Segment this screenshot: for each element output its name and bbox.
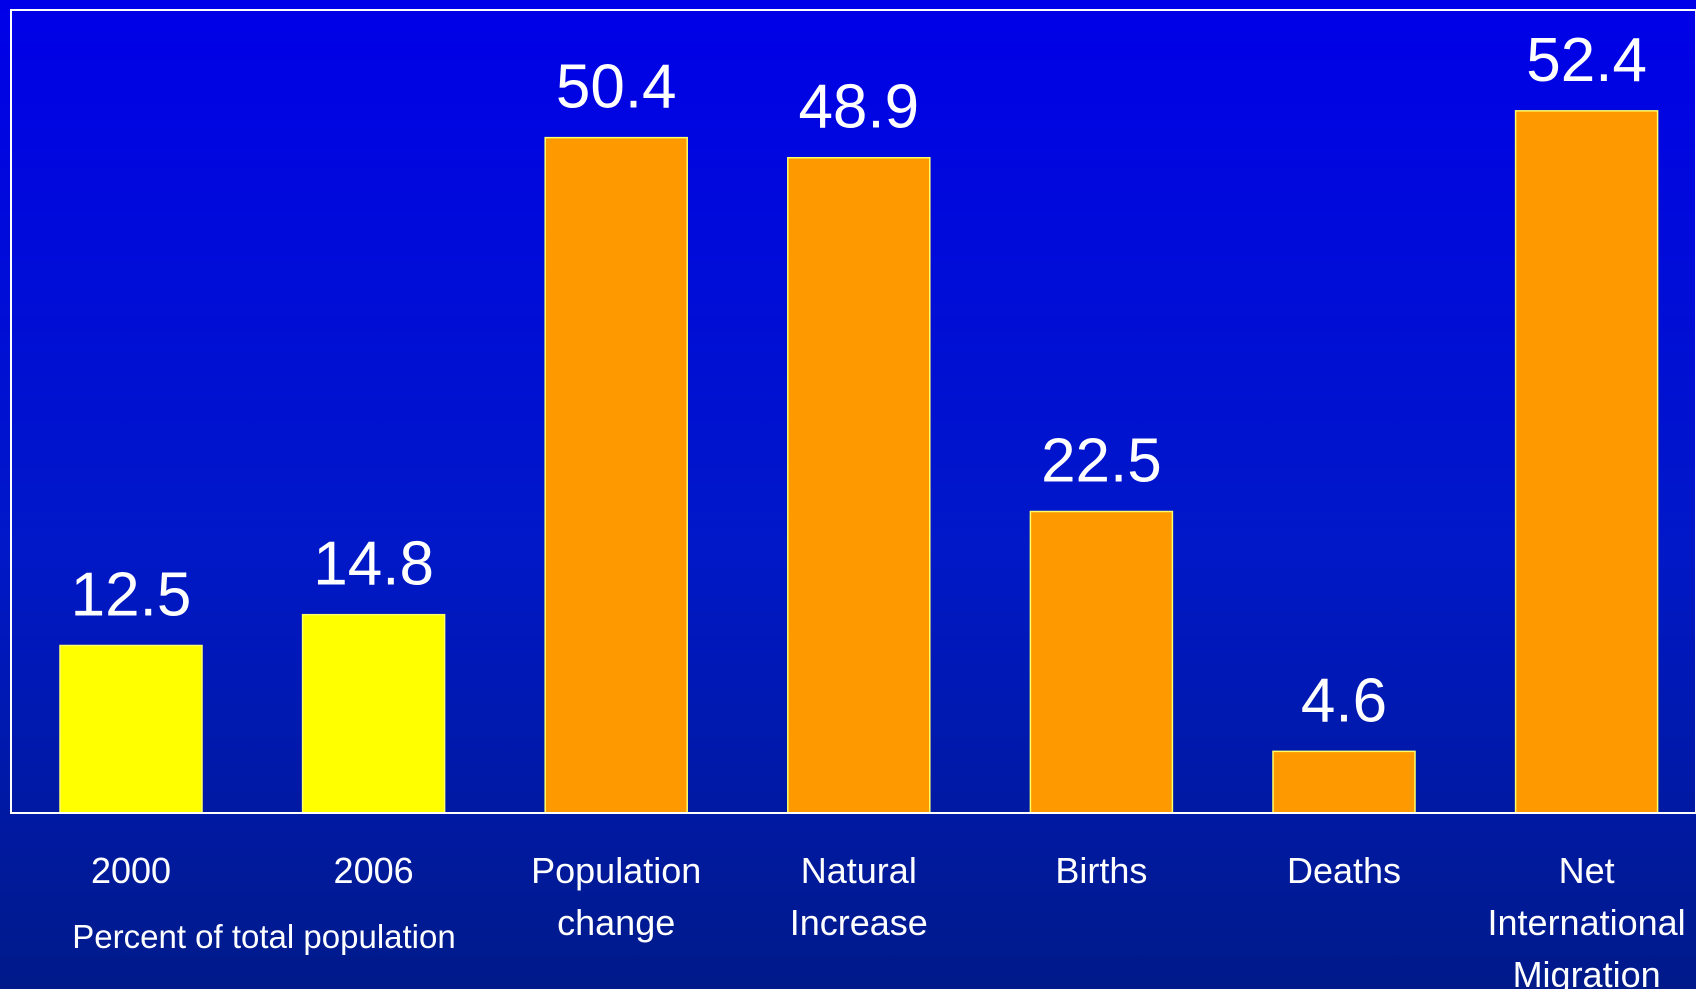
category-label-2: 2006: [334, 850, 414, 891]
category-label-line: 2000: [91, 850, 171, 891]
category-label-6: Deaths: [1287, 850, 1401, 891]
value-label-6: 4.6: [1301, 666, 1387, 735]
bar-6: [1272, 750, 1416, 814]
category-label-1: 2000: [91, 850, 171, 891]
category-label-7: Net International Migration: [1488, 850, 1686, 989]
bar-3: [544, 136, 688, 814]
value-label-1: 12.5: [71, 561, 192, 630]
category-label-line: Deaths: [1287, 850, 1401, 891]
bars-group: [59, 110, 1659, 814]
bar-7: [1514, 110, 1659, 814]
value-label-2: 14.8: [313, 530, 434, 599]
category-label-line: Increase: [790, 902, 928, 943]
category-label-4: Natural Increase: [790, 850, 928, 943]
bar-2: [301, 613, 446, 814]
value-label-4: 48.9: [798, 73, 919, 142]
bar-1: [59, 644, 203, 814]
group-annotation: Percent of total population: [72, 918, 455, 955]
category-label-5: Births: [1055, 850, 1147, 891]
bar-4: [787, 156, 931, 814]
category-label-line: Natural: [801, 850, 917, 891]
value-labels-group: 12.5 14.8 50.4 48.9 22.5 4.6 52.4: [71, 26, 1647, 736]
category-label-line: Migration: [1513, 954, 1661, 989]
category-label-line: 2006: [334, 850, 414, 891]
value-label-3: 50.4: [556, 53, 677, 122]
category-label-3: Population change: [531, 850, 701, 943]
category-label-line: Population: [531, 850, 701, 891]
category-labels-group: 2000 2006 Population change Natural Increase B…: [91, 850, 1686, 989]
category-label-line: Births: [1055, 850, 1147, 891]
bar-5: [1029, 510, 1174, 814]
category-label-line: International: [1488, 902, 1686, 943]
category-label-line: Net: [1559, 850, 1615, 891]
value-label-5: 22.5: [1041, 427, 1162, 496]
value-label-7: 52.4: [1526, 26, 1647, 95]
category-label-line: change: [557, 902, 675, 943]
